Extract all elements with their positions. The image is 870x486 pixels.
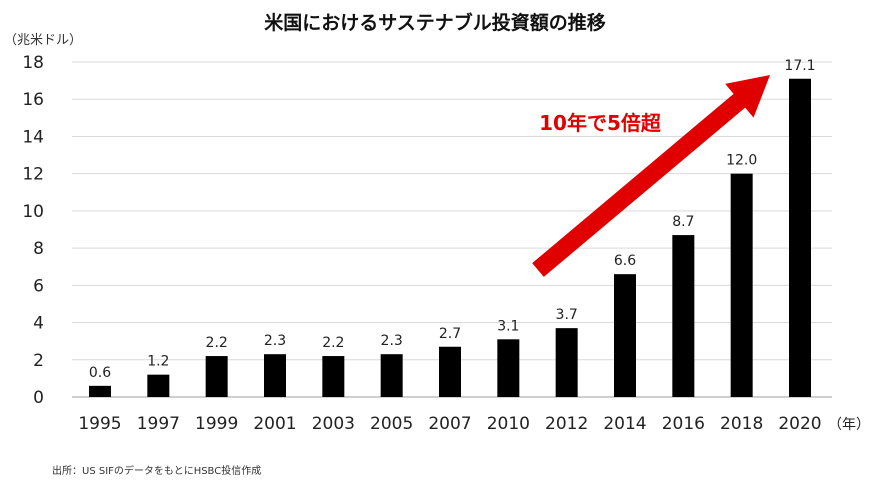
bar-2003 bbox=[322, 356, 345, 397]
x-tick-label: 2007 bbox=[428, 414, 471, 434]
data-label: 1.2 bbox=[147, 354, 169, 370]
bar-2020 bbox=[789, 78, 811, 397]
x-tick-label: 1999 bbox=[195, 414, 238, 434]
y-axis-unit-label: （兆米ドル） bbox=[4, 33, 82, 48]
growth-arrow bbox=[532, 75, 770, 277]
bar-2012 bbox=[555, 328, 578, 397]
bar-2007 bbox=[439, 346, 461, 397]
bar-2005 bbox=[380, 354, 403, 397]
x-tick-label: 2020 bbox=[778, 414, 821, 434]
bar-2018 bbox=[730, 173, 753, 397]
y-tick-label: 6 bbox=[33, 276, 44, 296]
data-label: 3.7 bbox=[556, 307, 578, 323]
y-tick-label: 12 bbox=[22, 165, 44, 185]
bar-2001 bbox=[264, 354, 286, 397]
data-label: 6.6 bbox=[614, 253, 636, 269]
data-label: 2.7 bbox=[439, 326, 461, 342]
y-tick-label: 4 bbox=[33, 314, 44, 334]
y-tick-label: 2 bbox=[33, 351, 44, 371]
y-tick-label: 10 bbox=[22, 202, 44, 222]
data-label: 3.1 bbox=[497, 318, 519, 334]
bar-2010 bbox=[497, 339, 520, 397]
x-tick-label: 2016 bbox=[662, 414, 705, 434]
x-tick-label: 2010 bbox=[487, 414, 530, 434]
y-tick-label: 14 bbox=[22, 127, 44, 147]
data-label: 2.2 bbox=[322, 335, 344, 351]
source-note: 出所：US SIFのデータをもとにHSBC投信作成 bbox=[52, 464, 261, 477]
red-arrow-icon bbox=[532, 75, 770, 277]
x-tick-label: 1997 bbox=[137, 414, 180, 434]
y-tick-label: 18 bbox=[22, 53, 44, 73]
data-label: 17.1 bbox=[784, 58, 815, 74]
x-tick-label: 2005 bbox=[370, 414, 413, 434]
y-tick-label: 16 bbox=[22, 90, 44, 110]
x-tick-label: 2012 bbox=[545, 414, 588, 434]
annotation-label: 10年で5倍超 bbox=[539, 111, 662, 135]
data-label: 2.3 bbox=[381, 333, 403, 349]
y-tick-label: 0 bbox=[33, 388, 44, 408]
bar-2016 bbox=[672, 235, 695, 397]
data-label: 0.6 bbox=[89, 365, 111, 381]
chart-title: 米国におけるサステナブル投資額の推移 bbox=[264, 11, 606, 34]
data-label: 2.3 bbox=[264, 333, 286, 349]
bar-1995 bbox=[89, 385, 111, 397]
bar-2014 bbox=[614, 274, 636, 397]
x-tick-label: 2001 bbox=[253, 414, 296, 434]
x-tick-label: 2003 bbox=[312, 414, 355, 434]
bar-1997 bbox=[147, 374, 170, 397]
y-tick-label: 8 bbox=[33, 239, 44, 259]
x-axis-unit-label: （年） bbox=[828, 417, 870, 433]
x-tick-label: 2018 bbox=[720, 414, 763, 434]
data-label: 2.2 bbox=[206, 335, 228, 351]
data-label: 12.0 bbox=[726, 153, 757, 169]
x-tick-label: 2014 bbox=[603, 414, 646, 434]
data-label: 8.7 bbox=[672, 214, 694, 230]
bar-1999 bbox=[205, 356, 228, 397]
x-tick-label: 1995 bbox=[78, 414, 121, 434]
